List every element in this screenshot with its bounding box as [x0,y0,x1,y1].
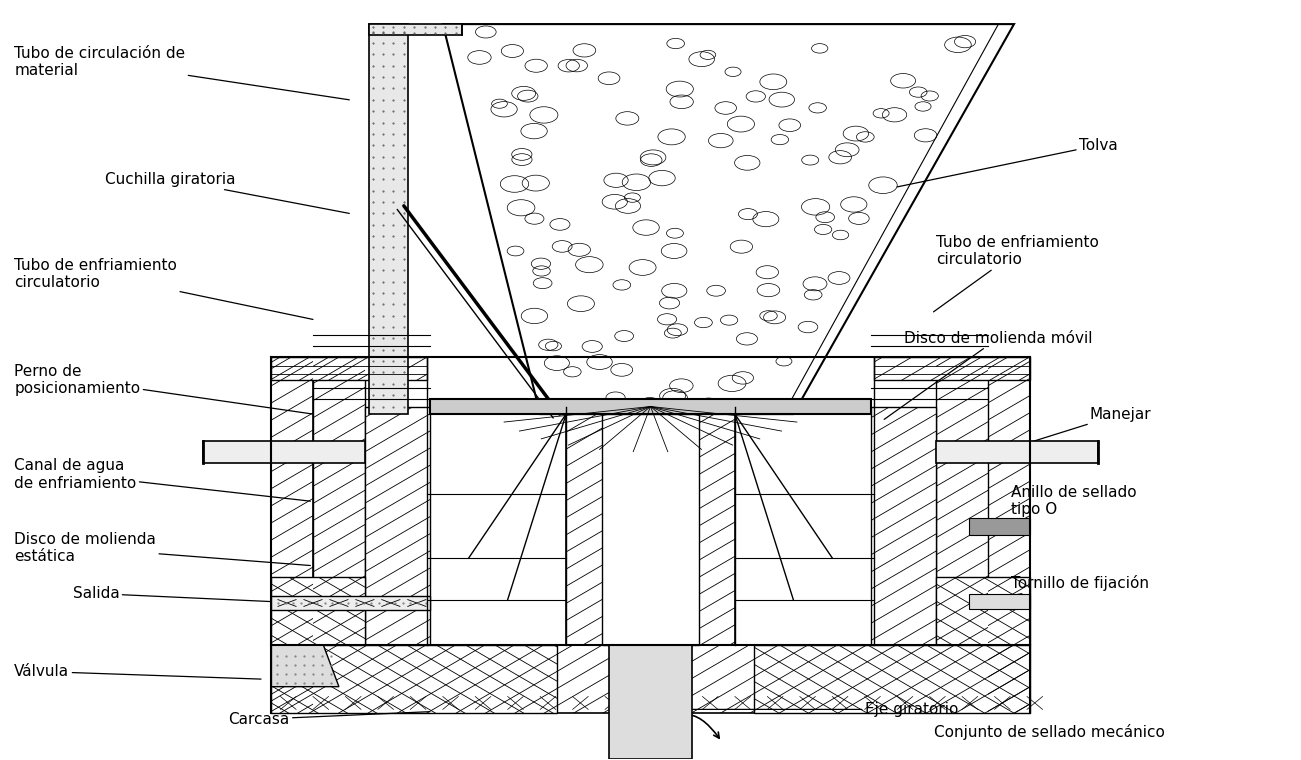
Polygon shape [874,357,1029,380]
Polygon shape [272,577,364,645]
Text: Anillo de sellado
tipo O: Anillo de sellado tipo O [990,485,1137,530]
Polygon shape [755,645,1029,713]
Polygon shape [937,441,1098,464]
Polygon shape [968,594,1029,610]
Polygon shape [602,414,699,645]
Polygon shape [429,399,872,414]
Text: Tolva: Tolva [898,138,1118,187]
Polygon shape [872,407,937,645]
Text: Válvula: Válvula [14,664,262,679]
Polygon shape [272,645,557,713]
Polygon shape [272,645,340,687]
Text: Manejar: Manejar [1011,407,1151,448]
Polygon shape [609,645,692,758]
Text: Cuchilla giratoria: Cuchilla giratoria [105,172,349,214]
Text: Tubo de enfriamiento
circulatorio: Tubo de enfriamiento circulatorio [934,235,1099,312]
Text: Disco de molienda móvil: Disco de molienda móvil [885,331,1092,420]
Polygon shape [272,357,314,713]
Polygon shape [987,357,1029,713]
Text: Perno de
posicionamiento: Perno de posicionamiento [14,364,314,414]
Polygon shape [364,407,429,645]
Text: Salida: Salida [73,586,311,603]
Polygon shape [314,357,364,645]
Polygon shape [442,24,1013,414]
Text: Disco de molienda
estática: Disco de molienda estática [14,532,311,565]
Polygon shape [203,441,364,464]
Polygon shape [368,24,407,414]
Polygon shape [937,577,1029,645]
Text: Tubo de enfriamiento
circulatorio: Tubo de enfriamiento circulatorio [14,258,314,319]
Polygon shape [368,24,462,36]
Polygon shape [272,645,1029,713]
Polygon shape [272,596,429,610]
Text: Tubo de circulación de
material: Tubo de circulación de material [14,46,349,100]
Polygon shape [566,407,735,645]
Polygon shape [272,357,427,380]
Text: Canal de agua
de enfriamiento: Canal de agua de enfriamiento [14,458,311,501]
Text: Conjunto de sellado mecánico: Conjunto de sellado mecánico [934,724,1164,740]
Text: Eje giratorio: Eje giratorio [687,702,958,717]
Text: Tornillo de fijación: Tornillo de fijación [981,575,1149,601]
Text: Carcasa: Carcasa [229,711,429,727]
Polygon shape [968,518,1029,535]
Polygon shape [937,357,987,645]
